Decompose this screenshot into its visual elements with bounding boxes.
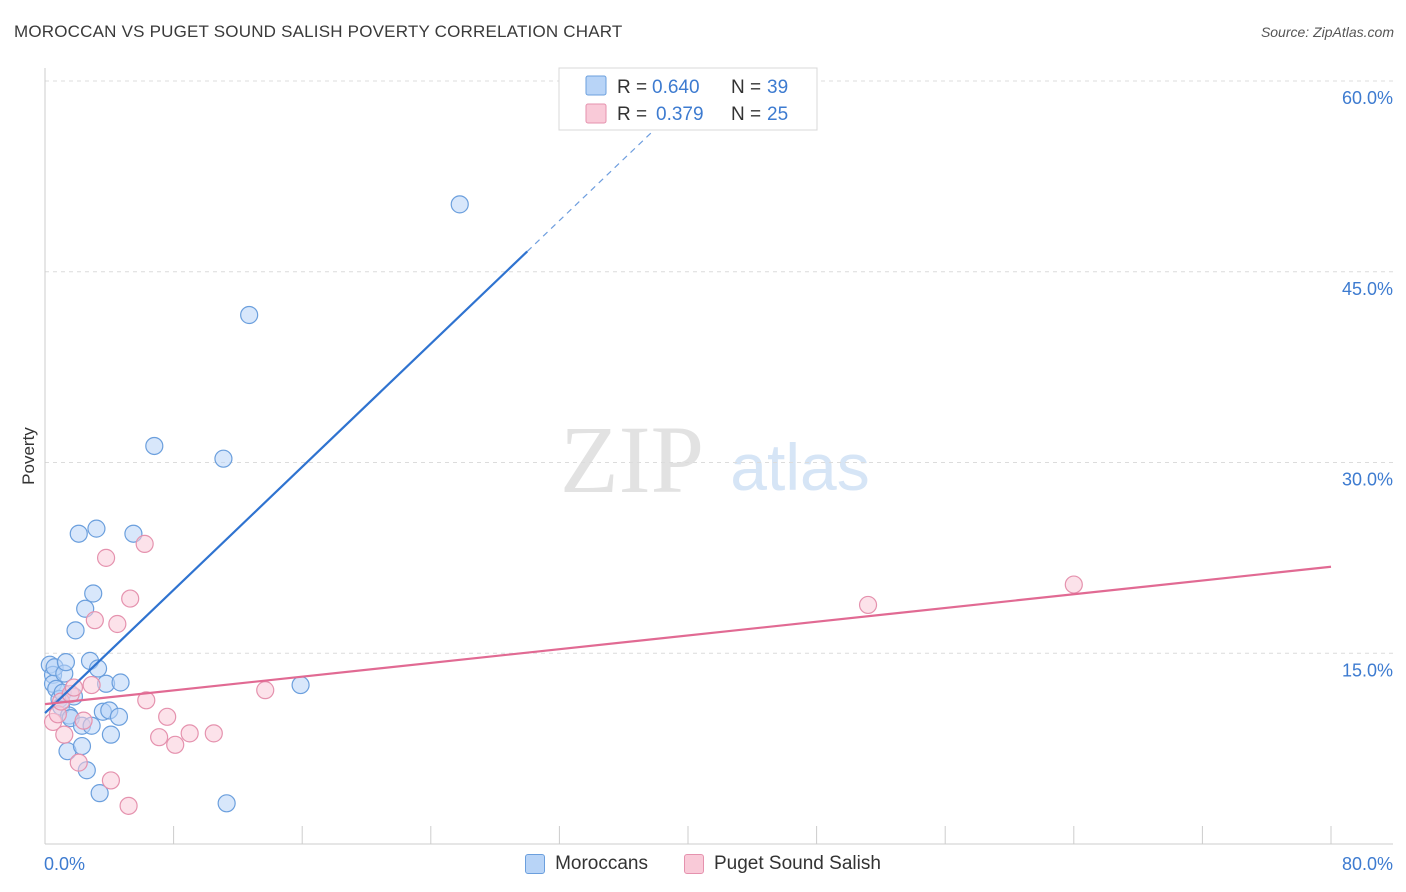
watermark-atlas: atlas — [730, 430, 869, 504]
legend-swatch-puget-sound-salish — [684, 854, 704, 874]
y-tick-label-15: 15.0% — [1342, 660, 1393, 680]
series-points-1 — [43, 534, 1083, 815]
point-puget-sound-salish-14 — [121, 589, 140, 608]
point-moroccans-23 — [87, 519, 106, 538]
stats-legend-swatch-puget — [585, 103, 607, 124]
stats-r-label-2: R = — [617, 104, 647, 125]
series-points-0 — [40, 195, 469, 813]
y-axis-label: Poverty — [19, 427, 38, 485]
point-moroccans-31 — [111, 673, 130, 692]
point-moroccans-32 — [124, 524, 143, 543]
point-puget-sound-salish-6 — [69, 753, 88, 772]
point-moroccans-37 — [291, 675, 310, 695]
point-puget-sound-salish-8 — [82, 675, 101, 695]
point-moroccans-29 — [101, 725, 121, 744]
watermark-zip: ZIP — [560, 406, 704, 513]
x-tick-label-min: 0.0% — [44, 854, 85, 874]
point-puget-sound-salish-23 — [858, 595, 878, 615]
point-puget-sound-salish-17 — [150, 728, 169, 747]
stats-n-value-2: 25 — [767, 104, 788, 125]
x-ticks — [173, 826, 1332, 844]
point-puget-sound-salish-22 — [256, 681, 275, 700]
stats-n-value-1: 39 — [767, 77, 788, 98]
trend-line-extension-moroccans — [526, 127, 657, 252]
point-puget-sound-salish-5 — [64, 678, 84, 697]
stats-r-label-1: R = — [617, 77, 647, 98]
axes — [44, 68, 1393, 845]
point-moroccans-30 — [109, 707, 129, 726]
stats-n-label-2: N = — [731, 104, 761, 125]
point-puget-sound-salish-21 — [204, 724, 223, 743]
point-puget-sound-salish-11 — [101, 771, 121, 790]
point-moroccans-22 — [84, 584, 103, 603]
stats-r-value-1: 0.640 — [652, 77, 700, 98]
point-moroccans-14 — [66, 621, 85, 640]
point-moroccans-24 — [88, 659, 108, 678]
y-tick-label-30: 30.0% — [1342, 470, 1393, 490]
legend-item-moroccans: Moroccans — [525, 853, 648, 875]
y-tick-labels: 15.0% 30.0% 45.0% 60.0% — [1342, 88, 1393, 680]
point-puget-sound-salish-12 — [108, 614, 127, 634]
point-puget-sound-salish-18 — [158, 707, 177, 726]
point-puget-sound-salish-3 — [55, 725, 74, 744]
point-moroccans-17 — [72, 736, 92, 756]
point-moroccans-38 — [450, 195, 469, 214]
series-legend: Moroccans Puget Sound Salish — [0, 852, 1406, 876]
point-puget-sound-salish-7 — [74, 711, 93, 730]
point-puget-sound-salish-16 — [137, 691, 156, 710]
chart-title: MOROCCAN VS PUGET SOUND SALISH POVERTY C… — [14, 22, 623, 41]
point-puget-sound-salish-10 — [96, 548, 116, 567]
trend-line-moroccans — [44, 250, 529, 714]
grid — [45, 80, 1393, 654]
point-puget-sound-salish-15 — [135, 534, 154, 553]
point-moroccans-35 — [217, 794, 236, 813]
stats-legend: R = 0.640 N = 39 R = 0.379 N = 25 — [558, 67, 818, 131]
point-puget-sound-salish-9 — [85, 611, 104, 630]
y-tick-label-45: 45.0% — [1342, 279, 1393, 299]
trend-lines — [44, 127, 1332, 714]
legend-item-puget-sound-salish: Puget Sound Salish — [684, 853, 881, 875]
point-puget-sound-salish-20 — [180, 724, 199, 743]
chart-source: Source: ZipAtlas.com — [1260, 24, 1394, 40]
legend-swatch-moroccans — [525, 854, 546, 874]
trend-line-puget-sound-salish — [44, 565, 1332, 706]
stats-r-value-2: 0.379 — [656, 104, 704, 125]
point-moroccans-33 — [145, 436, 164, 456]
x-tick-label-max: 80.0% — [1342, 854, 1393, 874]
point-moroccans-25 — [90, 784, 109, 803]
point-moroccans-34 — [214, 449, 233, 468]
stats-n-label-1: N = — [731, 77, 761, 98]
point-moroccans-9 — [56, 653, 75, 672]
point-moroccans-36 — [240, 305, 259, 325]
stats-legend-swatch-moroccans — [585, 75, 607, 96]
legend-label-puget-sound-salish: Puget Sound Salish — [714, 853, 881, 874]
legend-label-moroccans: Moroccans — [555, 853, 648, 874]
point-puget-sound-salish-24 — [1064, 575, 1083, 594]
point-moroccans-15 — [69, 524, 88, 543]
y-tick-label-60: 60.0% — [1342, 88, 1393, 108]
data-points — [40, 195, 1083, 815]
point-puget-sound-salish-13 — [119, 796, 138, 815]
point-puget-sound-salish-19 — [166, 735, 185, 754]
